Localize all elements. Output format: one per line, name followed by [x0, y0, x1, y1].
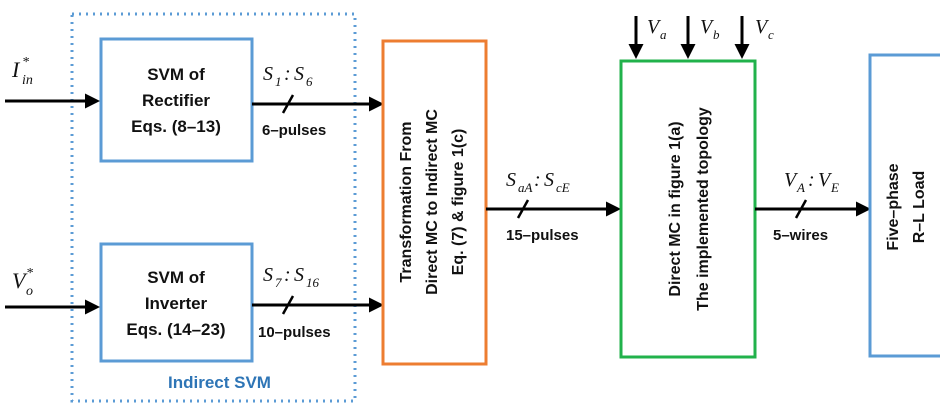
inv-pulses-label: 10–pulses [258, 324, 331, 341]
transform-line1: Transformation From [398, 122, 415, 283]
transform-line2: Direct MC to Indirect MC [424, 109, 441, 295]
svg-text::: : [284, 264, 291, 286]
svg-text:S: S [506, 169, 516, 191]
supply-voltages: V a V b V c [628, 16, 774, 59]
svg-text:16: 16 [306, 275, 320, 290]
svg-text:V: V [647, 16, 662, 38]
svg-text:S: S [294, 63, 304, 85]
load-line1: Five–phase [885, 163, 902, 250]
svg-text:S: S [263, 63, 273, 85]
direct-mc-line2: The implemented topology [695, 107, 712, 311]
input-current-ref: I in * [5, 55, 100, 109]
svg-text:6: 6 [306, 74, 313, 89]
svg-text:*: * [26, 266, 33, 281]
rectifier-line2: Rectifier [142, 91, 210, 110]
svg-text:E: E [830, 180, 839, 195]
svg-text:S: S [263, 264, 273, 286]
rectifier-line1: SVM of [147, 65, 205, 84]
svg-text:c: c [768, 27, 774, 42]
indirect-svm-label: Indirect SVM [168, 373, 271, 392]
svg-text::: : [534, 169, 541, 191]
inverter-line2: Inverter [145, 294, 208, 313]
svg-text:S: S [294, 264, 304, 286]
svg-text:I: I [11, 57, 21, 82]
load-block: Five–phase R–L Load [868, 53, 940, 358]
svm-rectifier-block: SVM of Rectifier Eqs. (8–13) [99, 37, 254, 163]
svg-text:cE: cE [556, 180, 570, 195]
inverter-line1: SVM of [147, 268, 205, 287]
load-line2: R–L Load [911, 171, 928, 244]
svg-text:b: b [713, 27, 720, 42]
svg-text:S: S [544, 169, 554, 191]
svm-inverter-block: SVM of Inverter Eqs. (14–23) [99, 242, 254, 363]
direct-mc-line1: Direct MC in figure 1(a) [667, 121, 684, 296]
svg-text::: : [284, 63, 291, 85]
svg-text:1: 1 [275, 74, 282, 89]
svg-text:aA: aA [518, 180, 533, 195]
svg-text::: : [808, 169, 815, 191]
mc-wires-label: 5–wires [773, 227, 828, 244]
svg-text:a: a [660, 27, 667, 42]
svg-text:V: V [12, 268, 28, 293]
svg-text:A: A [796, 180, 805, 195]
transform-line3: Eq. (7) & figure 1(c) [450, 129, 467, 276]
rectifier-line3: Eqs. (8–13) [131, 117, 221, 136]
input-voltage-ref: V o * [5, 266, 100, 315]
transformation-block: Transformation From Direct MC to Indirec… [381, 39, 488, 366]
mc-output-signal: V A : V E 5–wires [755, 169, 871, 244]
svg-text:V: V [818, 169, 833, 191]
svg-text:V: V [700, 16, 715, 38]
svg-text:*: * [22, 55, 29, 70]
transform-pulses-label: 15–pulses [506, 227, 579, 244]
rectifier-output-signal: S 1 : S 6 6–pulses [252, 63, 384, 139]
rect-pulses-label: 6–pulses [262, 122, 326, 139]
indirect-svm-container [70, 12, 357, 403]
svg-text:V: V [784, 169, 799, 191]
inverter-line3: Eqs. (14–23) [126, 320, 225, 339]
svg-text:in: in [22, 73, 33, 88]
svg-text:7: 7 [275, 275, 282, 290]
direct-mc-block: Direct MC in figure 1(a) The implemented… [619, 59, 757, 359]
transform-output-signal: S aA : S cE 15–pulses [486, 169, 621, 244]
svg-text:V: V [755, 16, 770, 38]
svg-text:o: o [26, 284, 33, 299]
inverter-output-signal: S 7 : S 16 10–pulses [252, 264, 384, 341]
